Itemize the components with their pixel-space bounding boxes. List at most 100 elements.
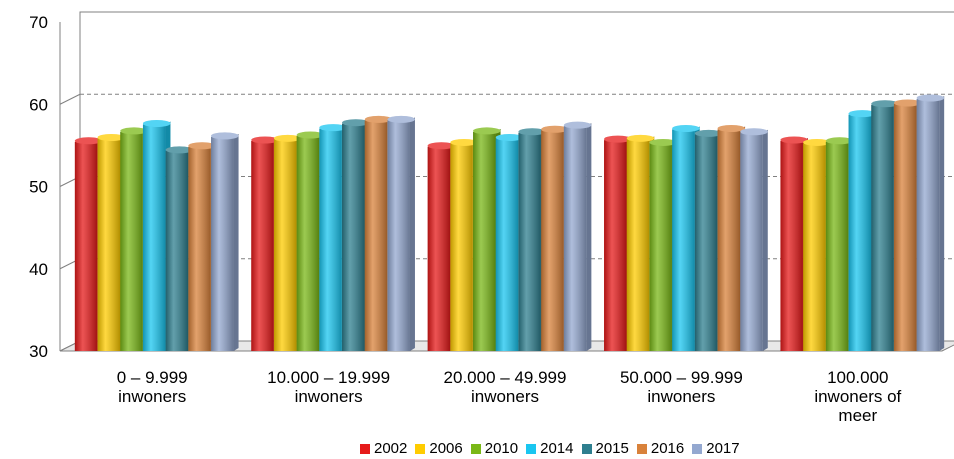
bar-top-highlight bbox=[649, 138, 677, 146]
bar-front-shade bbox=[541, 130, 564, 351]
bar-top-highlight bbox=[871, 100, 899, 108]
legend-swatch bbox=[526, 443, 537, 454]
legend-swatch bbox=[360, 443, 370, 454]
bar-top bbox=[740, 128, 768, 136]
legend: 2002 2006 2010 2014 2015 2016 2017 bbox=[360, 440, 748, 457]
bar-top-highlight bbox=[188, 142, 216, 150]
bar-front-shade bbox=[717, 129, 741, 351]
bar-top bbox=[916, 94, 945, 102]
legend-item: 2016 bbox=[636, 440, 685, 457]
legend-swatch bbox=[415, 443, 426, 454]
bar-top-highlight bbox=[916, 94, 945, 102]
bar-front-shade bbox=[165, 150, 189, 351]
x-tick-label: 50.000 – 99.999 inwoners bbox=[619, 368, 743, 406]
legend-item: 2010 bbox=[470, 440, 519, 457]
bar-top bbox=[165, 146, 194, 154]
legend-label: 2017 bbox=[706, 440, 740, 457]
bar-top bbox=[142, 120, 171, 128]
bar-front-shade bbox=[427, 146, 451, 351]
bar-top bbox=[273, 134, 302, 142]
bar-front-shade bbox=[871, 104, 894, 351]
bar-top-highlight bbox=[97, 134, 126, 142]
bar-top bbox=[387, 115, 415, 123]
bar-side bbox=[762, 129, 768, 351]
bar-top-highlight bbox=[211, 132, 239, 140]
bar-top-highlight bbox=[120, 127, 148, 135]
bar-front-shade bbox=[273, 139, 297, 351]
legend-swatch bbox=[692, 443, 703, 454]
bar-front-shade bbox=[211, 136, 234, 351]
bar-top bbox=[188, 142, 216, 150]
legend-label: 2006 bbox=[429, 440, 463, 457]
grid-depth-line bbox=[59, 93, 81, 105]
bar-top-highlight bbox=[694, 129, 723, 137]
bar-front-shade bbox=[848, 114, 872, 351]
bar-top-highlight bbox=[672, 124, 700, 132]
bar-front-shade bbox=[626, 139, 650, 351]
bar-front-shade bbox=[251, 140, 274, 351]
bar-top-highlight bbox=[74, 137, 103, 145]
bar-front-shade bbox=[188, 146, 211, 351]
bar-top bbox=[342, 119, 370, 127]
x-tick-label: 100.000 inwoners of meer bbox=[814, 368, 902, 425]
y-tick-label: 30 bbox=[29, 342, 48, 361]
bar-top-highlight bbox=[780, 136, 808, 144]
bar-top-highlight bbox=[473, 127, 501, 135]
bar-top bbox=[803, 138, 831, 146]
bar bbox=[563, 121, 592, 351]
bar-top-highlight bbox=[518, 128, 546, 136]
bar-front-shade bbox=[916, 99, 940, 352]
bar-front-shade bbox=[74, 141, 98, 351]
bar-top-highlight bbox=[427, 142, 456, 150]
bar-side bbox=[409, 117, 415, 351]
bar-front-shade bbox=[604, 140, 627, 351]
bar-top bbox=[825, 137, 854, 145]
bar-side bbox=[586, 123, 592, 351]
bar-top bbox=[626, 134, 655, 142]
bar-top-highlight bbox=[495, 134, 524, 142]
bar-top-highlight bbox=[803, 138, 831, 146]
legend-item: 2017 bbox=[692, 440, 740, 457]
bar-top-highlight bbox=[165, 146, 194, 154]
bar bbox=[211, 132, 239, 351]
bar-side-shade bbox=[939, 96, 945, 352]
x-tick-label: 0 – 9.999 inwoners bbox=[116, 368, 188, 406]
legend-item: 2014 bbox=[526, 440, 574, 457]
bar-top-highlight bbox=[142, 120, 171, 128]
legend-label: 2015 bbox=[595, 440, 629, 457]
bar-top bbox=[649, 138, 677, 146]
legend-item: 2015 bbox=[581, 440, 629, 457]
bar-top-highlight bbox=[626, 134, 655, 142]
bar-top bbox=[495, 134, 524, 142]
bar-top bbox=[541, 125, 569, 133]
bar-top-highlight bbox=[604, 135, 632, 143]
bar-top-highlight bbox=[825, 137, 854, 145]
bar-top-highlight bbox=[848, 110, 877, 118]
bar bbox=[916, 94, 945, 352]
bar-top-highlight bbox=[717, 124, 746, 132]
bar-top bbox=[450, 138, 478, 146]
bar-front-shade bbox=[450, 143, 473, 351]
bar-top-highlight bbox=[541, 125, 569, 133]
bar-top bbox=[296, 131, 325, 139]
bar-top-highlight bbox=[364, 115, 393, 123]
bar-top-highlight bbox=[251, 136, 279, 144]
bar-side bbox=[233, 133, 239, 351]
bar-top bbox=[780, 136, 808, 144]
legend-label: 2002 bbox=[374, 440, 408, 457]
bar-top-highlight bbox=[740, 128, 768, 136]
legend-item: 2002 bbox=[360, 440, 407, 457]
bar bbox=[740, 128, 768, 351]
bar-front-shade bbox=[649, 143, 672, 351]
bar-top bbox=[672, 124, 700, 132]
bar-top-highlight bbox=[450, 138, 478, 146]
bar-front-shade bbox=[893, 103, 917, 352]
legend-label: 2010 bbox=[484, 440, 519, 457]
bar-front-shade bbox=[319, 128, 342, 351]
legend-label: 2016 bbox=[650, 440, 685, 457]
bar-top bbox=[871, 100, 899, 108]
bar-side bbox=[939, 96, 945, 352]
legend-item: 2006 bbox=[415, 440, 463, 457]
